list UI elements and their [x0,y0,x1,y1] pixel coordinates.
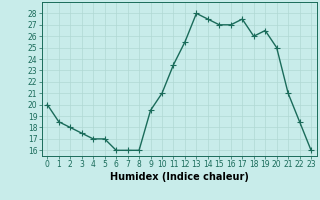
X-axis label: Humidex (Indice chaleur): Humidex (Indice chaleur) [110,172,249,182]
